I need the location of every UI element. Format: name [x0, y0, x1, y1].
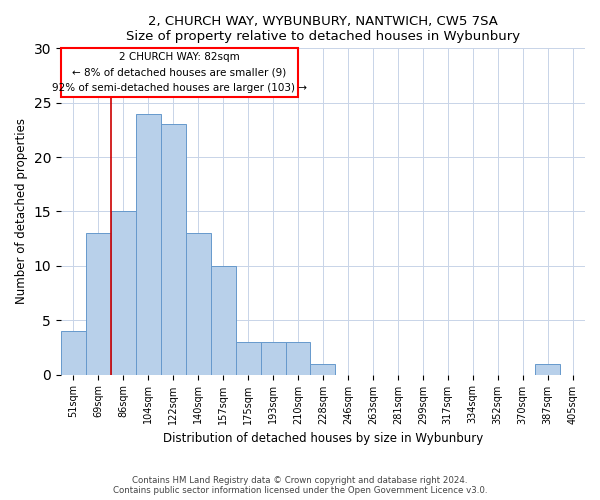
- Bar: [310, 364, 335, 374]
- Y-axis label: Number of detached properties: Number of detached properties: [15, 118, 28, 304]
- Bar: [236, 342, 260, 374]
- Bar: [61, 48, 298, 98]
- Bar: [61, 331, 86, 374]
- Bar: [86, 233, 111, 374]
- Bar: [136, 114, 161, 374]
- Bar: [535, 364, 560, 374]
- Title: 2, CHURCH WAY, WYBUNBURY, NANTWICH, CW5 7SA
Size of property relative to detache: 2, CHURCH WAY, WYBUNBURY, NANTWICH, CW5 …: [126, 15, 520, 43]
- Bar: [111, 212, 136, 374]
- Bar: [286, 342, 310, 374]
- Bar: [211, 266, 236, 374]
- X-axis label: Distribution of detached houses by size in Wybunbury: Distribution of detached houses by size …: [163, 432, 483, 445]
- Bar: [260, 342, 286, 374]
- Bar: [161, 124, 185, 374]
- Text: 2 CHURCH WAY: 82sqm
← 8% of detached houses are smaller (9)
92% of semi-detached: 2 CHURCH WAY: 82sqm ← 8% of detached hou…: [52, 52, 307, 94]
- Bar: [185, 233, 211, 374]
- Text: Contains HM Land Registry data © Crown copyright and database right 2024.
Contai: Contains HM Land Registry data © Crown c…: [113, 476, 487, 495]
